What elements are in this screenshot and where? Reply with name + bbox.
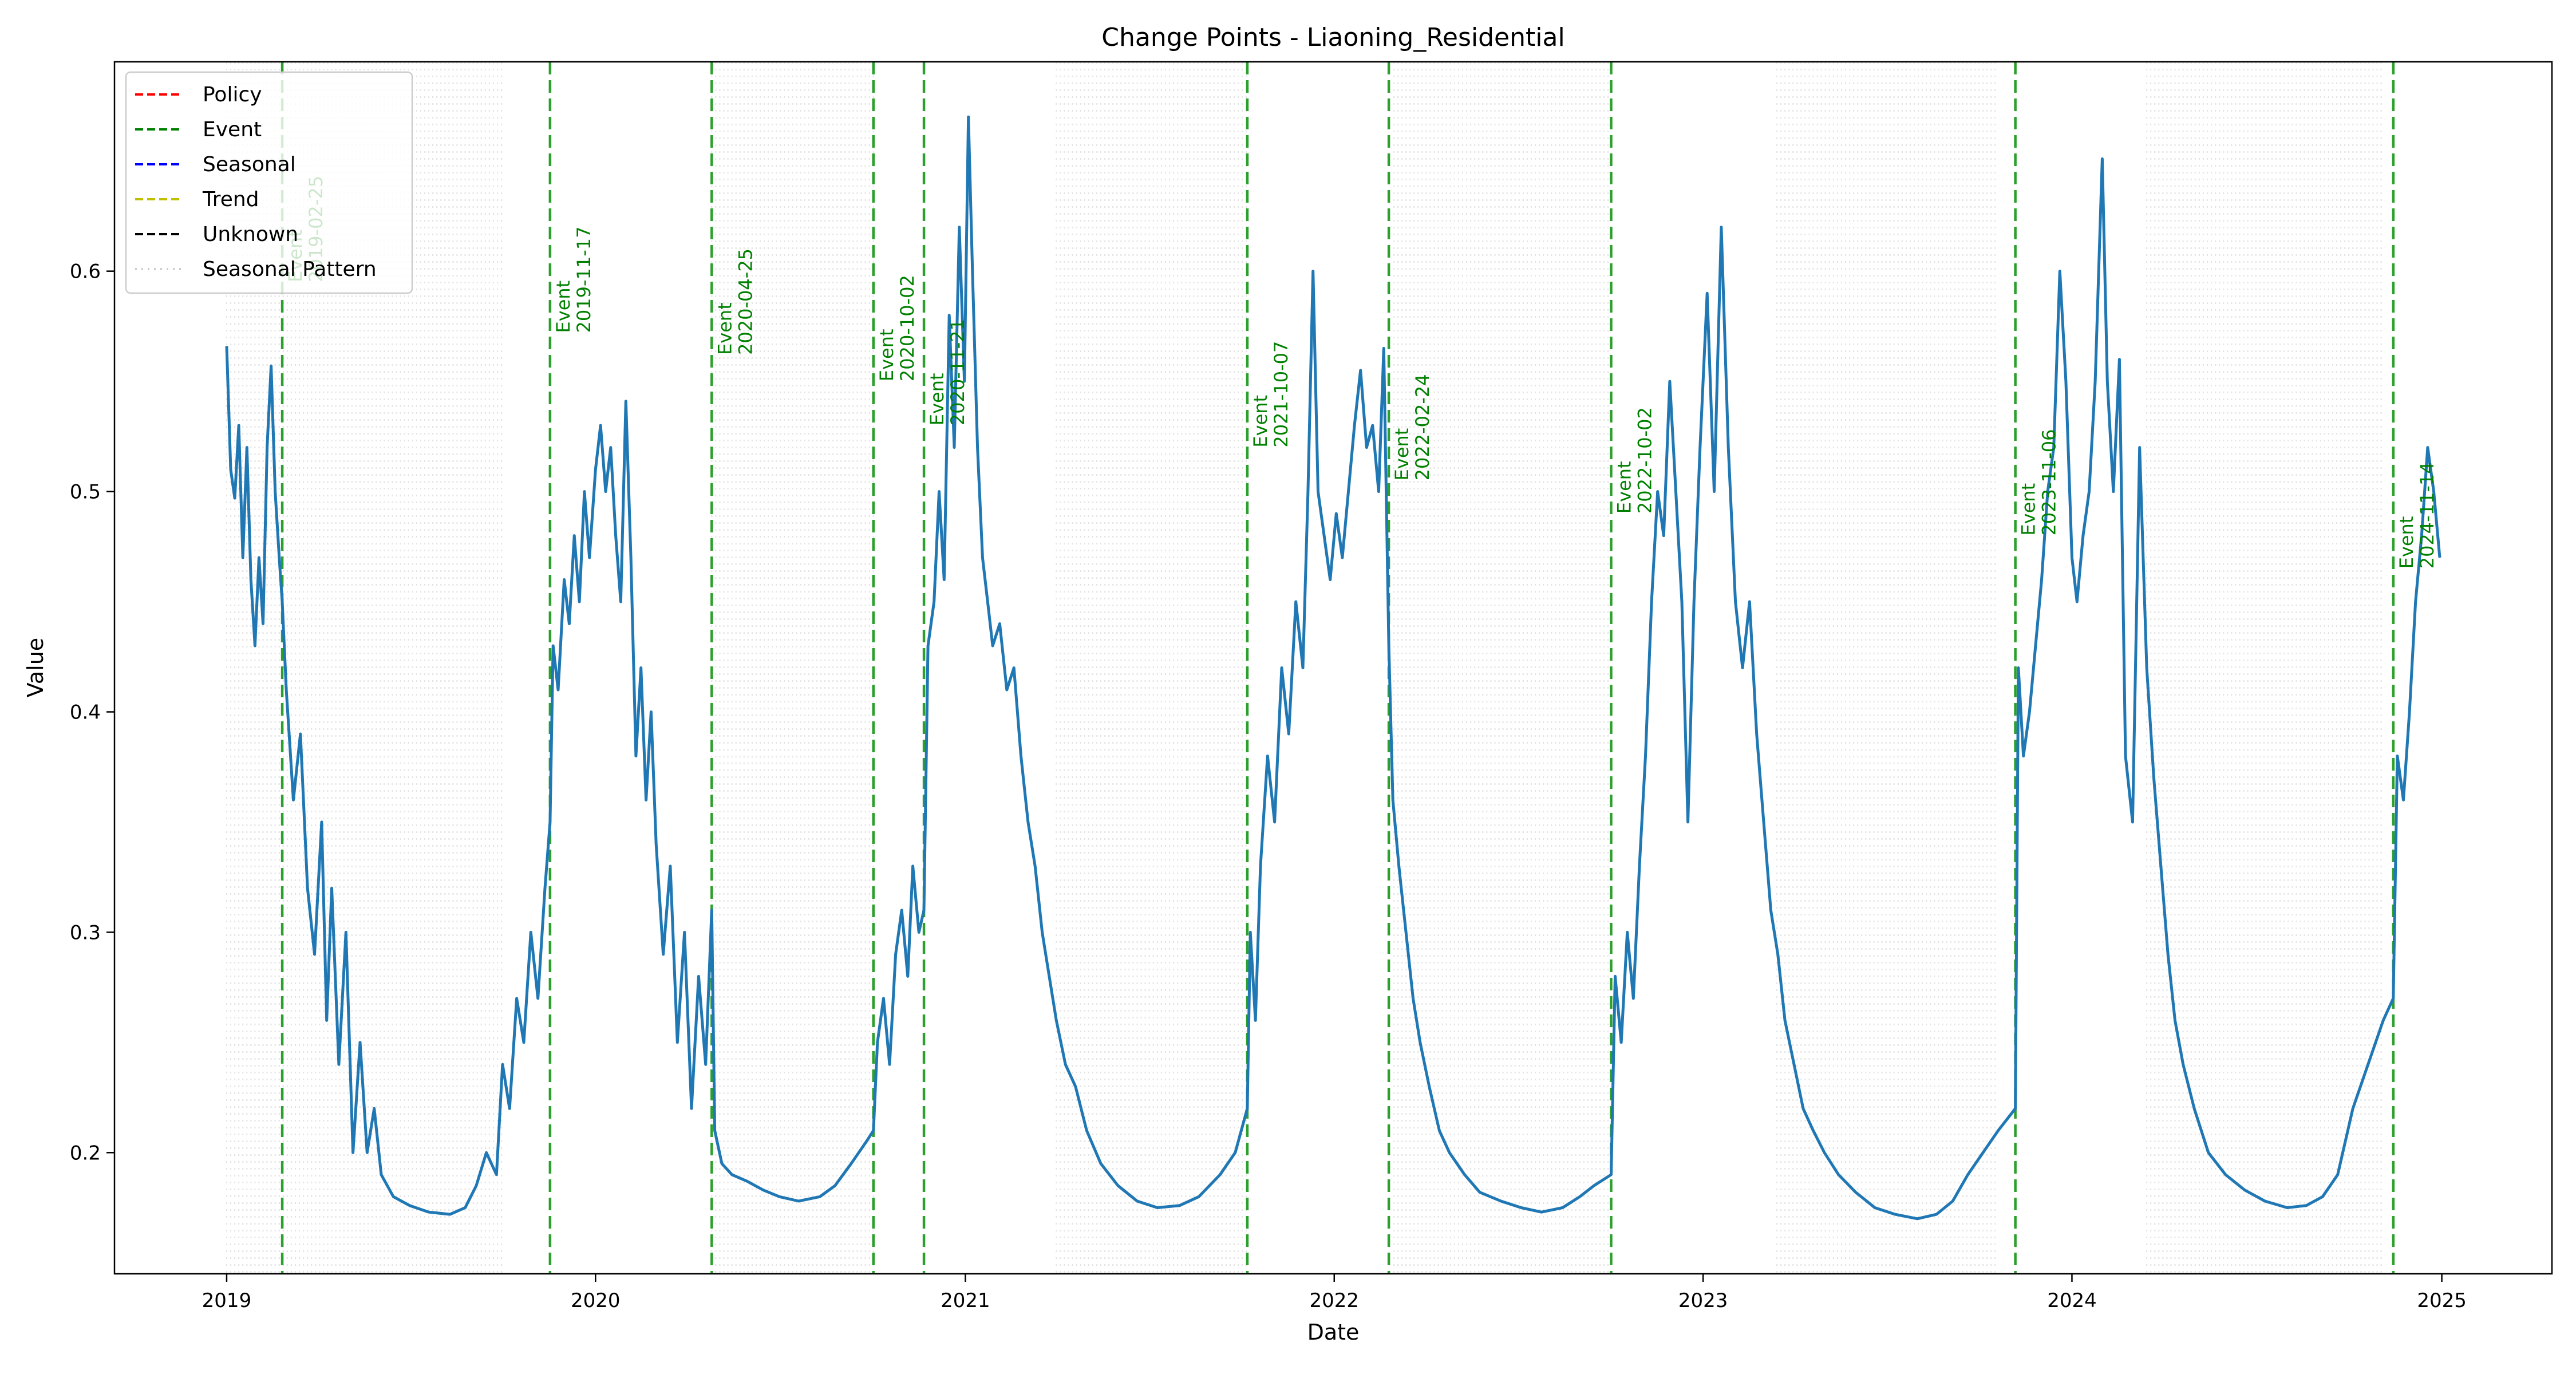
plot-frame: [113, 61, 2553, 1275]
x-tick-label: 2022: [1309, 1289, 1359, 1312]
x-tick-label: 2021: [941, 1289, 990, 1312]
change-point-type-label: Event: [1250, 395, 1271, 448]
change-point-date-label: 2021-10-07: [1270, 341, 1292, 448]
change-point-date-label: 2022-02-24: [1412, 374, 1433, 480]
x-tick-label: 2019: [202, 1289, 252, 1312]
change-point-type-label: Event: [2396, 516, 2417, 569]
change-point-date-label: 2019-11-17: [573, 226, 595, 333]
x-tick-label: 2024: [2047, 1289, 2097, 1312]
x-axis-label: Date: [1307, 1320, 1360, 1345]
chart-title: Change Points - Liaoning_Residential: [1101, 23, 1564, 52]
x-tick-label: 2023: [1678, 1289, 1728, 1312]
change-point-type-label: Event: [1613, 461, 1635, 514]
legend-label: Seasonal: [203, 153, 296, 176]
y-tick-label: 0.3: [70, 921, 101, 944]
change-point-date-label: 2020-10-02: [896, 275, 918, 381]
change-point-type-label: Event: [876, 329, 898, 381]
change-point-type-label: Event: [1391, 428, 1413, 481]
change-point-date-label: 2020-11-21: [947, 319, 969, 425]
change-point-type-label: Event: [714, 302, 736, 355]
series-line: [225, 115, 2441, 1221]
change-point-type-label: Event: [926, 373, 948, 425]
change-point-date-label: 2022-10-02: [1634, 407, 1656, 514]
change-point-labels: Event2019-02-25Event2019-11-17Event2020-…: [285, 176, 2438, 568]
x-axis-ticks: 2019 2020 2021 2022 2023 2024 2025: [202, 1274, 2467, 1312]
y-axis-label: Value: [23, 638, 48, 697]
legend: Policy Event Seasonal Trend Unknown Seasonal …: [125, 71, 413, 294]
legend-label: Unknown: [203, 223, 298, 246]
change-point-type-label: Event: [552, 281, 574, 333]
legend-label: Policy: [203, 83, 262, 106]
legend-label: Event: [203, 118, 262, 141]
y-tick-label: 0.4: [70, 701, 101, 724]
change-point-date-label: 2023-11-06: [2038, 429, 2060, 536]
x-tick-label: 2020: [571, 1289, 621, 1312]
y-tick-label: 0.2: [70, 1142, 101, 1164]
y-tick-label: 0.6: [70, 260, 101, 283]
legend-label: Trend: [202, 188, 259, 211]
change-point-type-label: Event: [2018, 483, 2040, 536]
y-axis-ticks: 0.2 0.3 0.4 0.5 0.6: [70, 260, 114, 1164]
change-point-date-label: 2024-11-14: [2416, 462, 2438, 568]
x-tick-label: 2025: [2417, 1289, 2467, 1312]
change-point-date-label: 2020-04-25: [734, 248, 756, 355]
legend-label: Seasonal Pattern: [203, 258, 377, 281]
legend-box: [125, 71, 413, 294]
y-tick-label: 0.5: [70, 481, 101, 504]
